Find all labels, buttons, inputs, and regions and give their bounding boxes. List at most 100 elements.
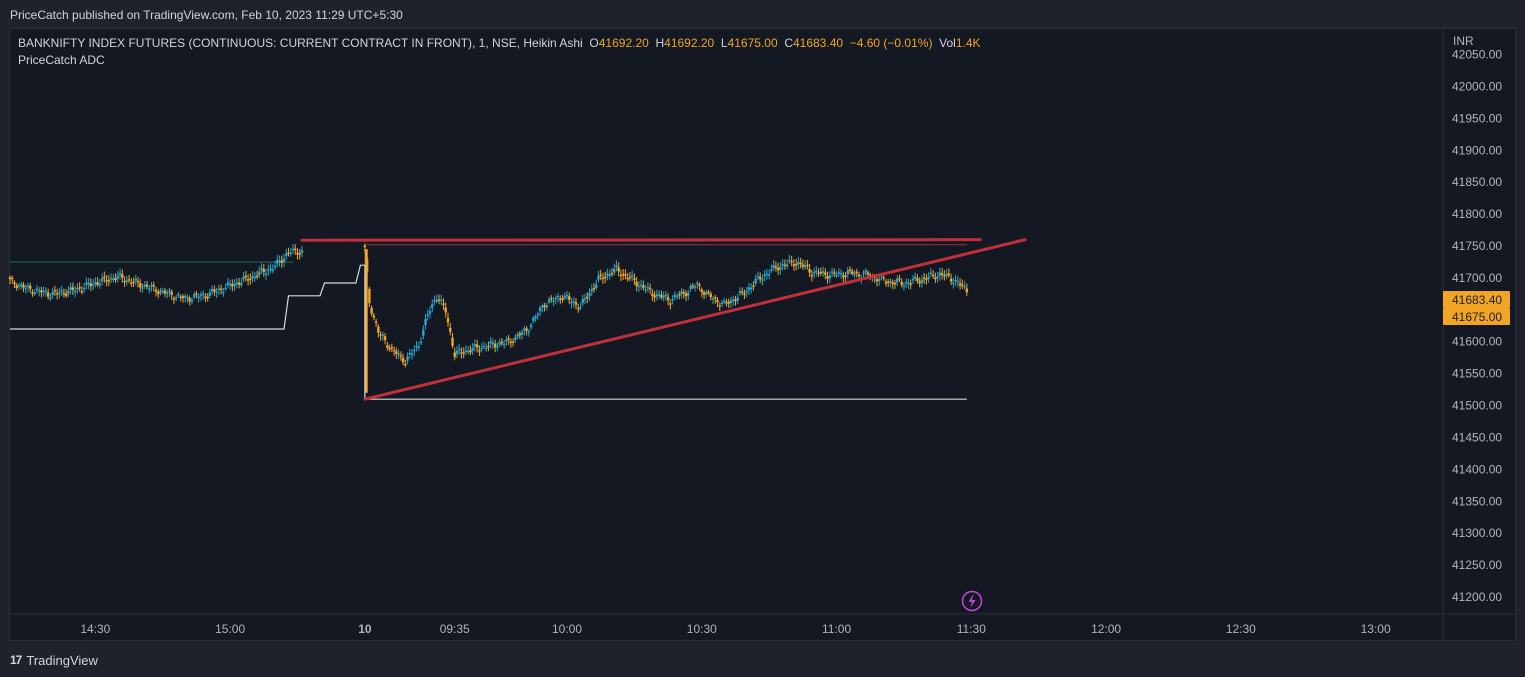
candle-body[interactable] xyxy=(608,274,611,276)
candle-body[interactable] xyxy=(711,298,715,300)
candle-body[interactable] xyxy=(700,289,703,293)
candle-body[interactable] xyxy=(49,297,52,299)
candle-body[interactable] xyxy=(15,285,18,289)
candle-body[interactable] xyxy=(37,290,41,292)
candle-body[interactable] xyxy=(64,293,68,296)
candle-body[interactable] xyxy=(956,281,960,283)
candle-body[interactable] xyxy=(58,292,61,294)
candle-body[interactable] xyxy=(842,275,845,278)
candle-body[interactable] xyxy=(455,350,459,354)
candle-body[interactable] xyxy=(363,245,367,248)
candle-body[interactable] xyxy=(929,272,933,275)
candle-body[interactable] xyxy=(170,291,173,295)
candle-body[interactable] xyxy=(130,282,133,285)
candle-body[interactable] xyxy=(514,337,517,341)
candle-body[interactable] xyxy=(774,266,778,268)
candle-body[interactable] xyxy=(550,297,553,300)
candle-body[interactable] xyxy=(397,353,400,355)
candle-body[interactable] xyxy=(271,269,274,271)
candle-body[interactable] xyxy=(96,282,99,285)
candle-body[interactable] xyxy=(388,348,391,350)
candle-body[interactable] xyxy=(902,285,906,287)
candle-body[interactable] xyxy=(511,341,515,343)
candle-body[interactable] xyxy=(163,290,167,294)
candle-body[interactable] xyxy=(747,287,751,290)
candle-body[interactable] xyxy=(572,301,575,303)
candle-body[interactable] xyxy=(669,303,672,305)
candle-body[interactable] xyxy=(911,279,915,281)
candle-body[interactable] xyxy=(446,317,450,323)
candle-body[interactable] xyxy=(561,298,564,300)
candle-body[interactable] xyxy=(745,291,748,293)
candle-body[interactable] xyxy=(215,291,218,293)
candle-body[interactable] xyxy=(437,299,441,302)
candle-body[interactable] xyxy=(846,270,849,275)
candle-body[interactable] xyxy=(577,308,580,310)
candle-body[interactable] xyxy=(963,286,966,288)
candle-body[interactable] xyxy=(469,350,472,353)
candle-body[interactable] xyxy=(601,277,605,280)
candle-body[interactable] xyxy=(862,272,865,274)
candle-body[interactable] xyxy=(487,345,490,348)
candle-body[interactable] xyxy=(626,278,629,280)
candle-body[interactable] xyxy=(296,252,299,255)
candle-body[interactable] xyxy=(839,273,843,275)
candle-body[interactable] xyxy=(112,278,115,280)
candle-body[interactable] xyxy=(621,274,625,276)
candle-body[interactable] xyxy=(374,321,378,324)
candle-body[interactable] xyxy=(404,364,407,366)
candle-body[interactable] xyxy=(837,272,841,274)
candle-body[interactable] xyxy=(772,265,775,269)
candle-body[interactable] xyxy=(29,285,32,289)
candle-body[interactable] xyxy=(628,277,632,279)
candle-body[interactable] xyxy=(720,302,724,305)
candle-body[interactable] xyxy=(157,291,160,295)
candle-body[interactable] xyxy=(835,274,838,277)
candle-body[interactable] xyxy=(965,288,969,293)
candle-body[interactable] xyxy=(606,273,609,276)
candle-body[interactable] xyxy=(547,299,551,303)
candle-body[interactable] xyxy=(579,307,582,309)
candle-body[interactable] xyxy=(630,275,634,278)
candle-body[interactable] xyxy=(855,271,858,273)
candle-body[interactable] xyxy=(904,281,908,284)
candle-body[interactable] xyxy=(289,252,292,255)
candle-body[interactable] xyxy=(723,300,726,303)
candle-body[interactable] xyxy=(199,294,203,297)
candle-body[interactable] xyxy=(471,347,474,351)
candle-body[interactable] xyxy=(480,347,483,349)
candle-body[interactable] xyxy=(186,296,189,299)
candle-body[interactable] xyxy=(954,279,957,282)
candle-body[interactable] xyxy=(134,278,137,281)
candle-body[interactable] xyxy=(878,278,881,282)
candle-body[interactable] xyxy=(440,299,443,301)
candle-body[interactable] xyxy=(206,296,209,299)
candle-body[interactable] xyxy=(60,290,63,292)
candle-body[interactable] xyxy=(732,299,735,301)
candle-body[interactable] xyxy=(696,283,699,285)
candle-body[interactable] xyxy=(46,292,50,297)
candle-body[interactable] xyxy=(653,295,656,298)
candle-body[interactable] xyxy=(17,285,21,287)
candle-body[interactable] xyxy=(857,274,861,277)
candle-body[interactable] xyxy=(644,289,647,291)
candle-body[interactable] xyxy=(891,282,894,285)
candle-body[interactable] xyxy=(952,282,955,285)
candle-body[interactable] xyxy=(707,291,710,294)
candle-body[interactable] xyxy=(500,341,504,344)
candle-body[interactable] xyxy=(815,270,818,273)
candle-body[interactable] xyxy=(282,258,286,262)
candle-body[interactable] xyxy=(267,269,270,271)
candle-body[interactable] xyxy=(844,275,847,277)
candle-body[interactable] xyxy=(819,272,823,274)
candle-body[interactable] xyxy=(201,293,205,295)
candle-body[interactable] xyxy=(473,344,477,347)
candle-body[interactable] xyxy=(785,264,789,267)
candle-body[interactable] xyxy=(262,269,266,272)
candle-body[interactable] xyxy=(141,287,144,289)
candle-body[interactable] xyxy=(166,292,169,294)
candle-body[interactable] xyxy=(758,277,762,280)
candle-body[interactable] xyxy=(109,278,113,280)
candle-body[interactable] xyxy=(442,303,445,305)
candle-body[interactable] xyxy=(913,276,917,279)
